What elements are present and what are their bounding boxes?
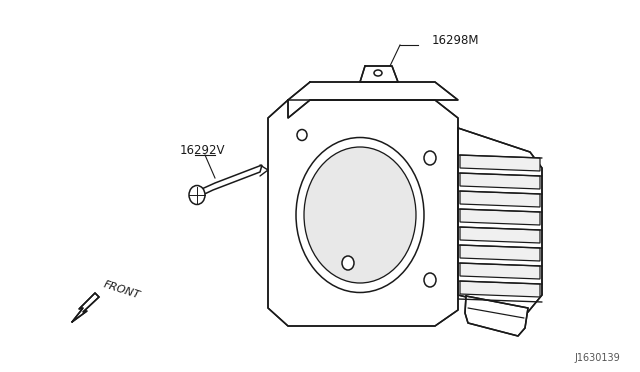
Polygon shape bbox=[288, 82, 458, 118]
Ellipse shape bbox=[304, 147, 416, 283]
Text: 16292V: 16292V bbox=[180, 144, 225, 157]
Text: FRONT: FRONT bbox=[102, 279, 141, 301]
Polygon shape bbox=[458, 128, 542, 312]
Polygon shape bbox=[460, 173, 540, 189]
Ellipse shape bbox=[424, 151, 436, 165]
Polygon shape bbox=[360, 66, 398, 82]
Polygon shape bbox=[460, 263, 540, 279]
Ellipse shape bbox=[297, 129, 307, 141]
Polygon shape bbox=[72, 293, 99, 322]
Polygon shape bbox=[460, 227, 540, 243]
Text: J1630139: J1630139 bbox=[574, 353, 620, 363]
Polygon shape bbox=[460, 281, 540, 297]
Polygon shape bbox=[194, 165, 262, 199]
Polygon shape bbox=[460, 209, 540, 225]
Ellipse shape bbox=[342, 256, 354, 270]
Text: 16298M: 16298M bbox=[432, 33, 479, 46]
Ellipse shape bbox=[296, 138, 424, 292]
Ellipse shape bbox=[424, 273, 436, 287]
Polygon shape bbox=[268, 100, 458, 326]
Polygon shape bbox=[460, 155, 540, 171]
Polygon shape bbox=[460, 245, 540, 261]
Polygon shape bbox=[460, 191, 540, 207]
Polygon shape bbox=[465, 296, 528, 336]
Ellipse shape bbox=[189, 186, 205, 205]
Ellipse shape bbox=[374, 70, 382, 76]
